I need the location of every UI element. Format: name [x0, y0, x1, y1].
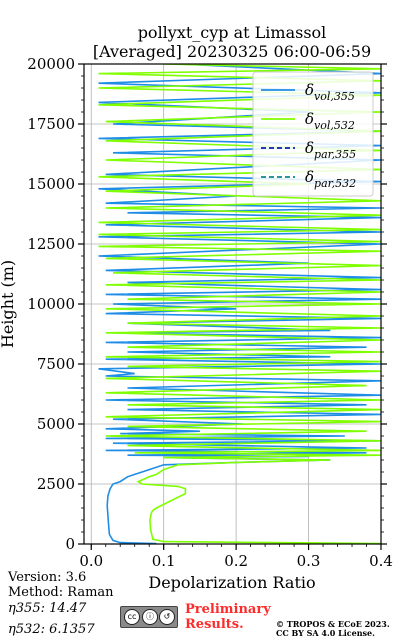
eta355-text: η355: 14.47 [8, 601, 87, 616]
y-tick-label: 0 [65, 535, 75, 553]
method-text: Method: Raman [8, 585, 114, 600]
y-tick-label: 15000 [27, 175, 75, 193]
x-tick-label: 0.2 [224, 552, 248, 570]
share-alike-icon: ↺ [159, 609, 175, 625]
eta532-text: η532: 6.1357 [8, 622, 95, 637]
copyright-line1: © TROPOS & ECoE 2023. [276, 619, 390, 629]
y-tick-label: 5000 [37, 415, 75, 433]
series-line [98, 64, 381, 544]
copyright-line2: CC BY SA 4.0 License. [276, 628, 375, 638]
version-text: Version: 3.6 [8, 570, 87, 585]
x-tick-label: 0.0 [79, 552, 103, 570]
y-tick-label: 7500 [37, 355, 75, 373]
legend-label: δpar,355 [305, 139, 356, 161]
y-axis-label: Height (m) [0, 260, 17, 348]
y-tick-label: 10000 [27, 295, 75, 313]
legend-box [252, 71, 374, 197]
y-tick-label: 20000 [27, 55, 75, 73]
x-tick-label: 0.4 [369, 552, 393, 570]
by-attribution-icon: ⓘ [142, 609, 158, 625]
series-layer [98, 64, 381, 544]
y-tick-label: 2500 [37, 475, 75, 493]
cc-circle-icon: cc [124, 609, 140, 625]
preliminary-line1: Preliminary [185, 602, 271, 617]
y-tick-label: 17500 [27, 115, 75, 133]
preliminary-line2: Results. [185, 617, 244, 632]
legend-label: δpar,532 [305, 168, 356, 190]
chart-subtitle: [Averaged] 20230325 06:00-06:59 [93, 42, 371, 61]
legend-label: δvol,532 [305, 110, 355, 132]
y-tick-label: 12500 [27, 235, 75, 253]
chart-title: pollyxt_cyp at Limassol [138, 23, 327, 42]
axis-ticks: 0.0 0.1 0.2 0.3 0.4 0 2500 5000 7500 10000 12500 15… [27, 55, 393, 570]
cc-license-icon: cc ⓘ ↺ [120, 606, 178, 628]
preliminary-note: Preliminary Results. [185, 602, 271, 632]
x-axis-label: Depolarization Ratio [148, 573, 315, 592]
legend: δvol,355 δvol,532 δpar,355 δpar,532 [252, 71, 374, 197]
x-tick-label: 0.3 [297, 552, 321, 570]
copyright-note: © TROPOS & ECoE 2023. CC BY SA 4.0 Licen… [276, 620, 390, 638]
legend-label: δvol,355 [305, 81, 355, 103]
x-tick-label: 0.1 [152, 552, 176, 570]
